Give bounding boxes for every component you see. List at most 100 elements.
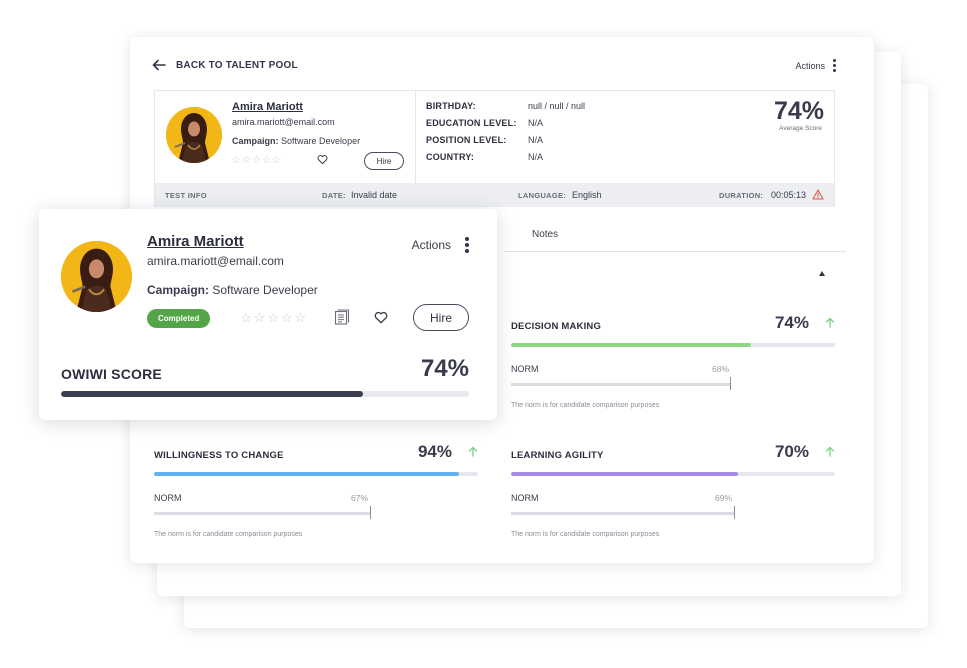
avatar (61, 241, 132, 312)
norm-percent: 67% (351, 493, 369, 503)
language-label: LANGUAGE: (518, 191, 567, 200)
star-icon[interactable]: ☆ (267, 310, 279, 325)
test-info-title: TEST INFO (165, 191, 207, 200)
metric-percent: 94% (417, 442, 452, 461)
owiwi-score-fill (61, 391, 363, 397)
country-label: COUNTRY: (426, 152, 475, 162)
star-icon[interactable]: ☆ (271, 155, 281, 166)
position-level-label: POSITION LEVEL: (426, 135, 507, 145)
norm-bar (154, 512, 371, 515)
norm-note: The norm is for candidate comparison pur… (511, 402, 660, 409)
metric-progress-fill (154, 472, 459, 476)
candidate-email: amira.mariott@email.com (147, 254, 284, 268)
duration-value: 00:05:13 (771, 190, 807, 200)
metric-title: WILLINGNESS TO CHANGE (154, 450, 284, 461)
metric-progress-bar (511, 472, 835, 476)
duration-label: DURATION: (719, 191, 764, 200)
birthday-label: BIRTHDAY: (426, 101, 476, 111)
heart-icon[interactable] (374, 311, 388, 324)
test-info-bar: TEST INFO DATE: Invalid date LANGUAGE: E… (155, 183, 834, 207)
star-icon[interactable]: ☆ (280, 310, 293, 325)
profile-divider (415, 91, 416, 183)
date-label: DATE: (322, 191, 346, 200)
norm-note: The norm is for candidate comparison pur… (154, 531, 303, 538)
owiwi-score-label: OWIWI SCORE (61, 366, 162, 382)
metric-percent: 70% (774, 442, 809, 461)
candidate-profile-box: Amira Mariott amira.mariott@email.com Ca… (154, 90, 835, 207)
star-icon[interactable]: ☆ (294, 310, 307, 325)
campaign-value: Software Developer (281, 136, 361, 146)
star-rating[interactable]: ☆ ☆ ☆ ☆ ☆ (232, 155, 281, 166)
education-level-value: N/A (528, 118, 544, 128)
status-badge: Completed (147, 309, 211, 328)
date-value: Invalid date (351, 190, 398, 200)
campaign-label: Campaign: (147, 283, 210, 297)
education-level-label: EDUCATION LEVEL: (426, 118, 517, 128)
arrow-up-icon (825, 317, 835, 328)
star-icon[interactable]: ☆ (232, 155, 241, 166)
candidate-name-link[interactable]: Amira Mariott (232, 101, 303, 113)
metric-progress-bar (511, 343, 835, 347)
country-value: N/A (528, 152, 544, 162)
actions-menu-button[interactable]: Actions (795, 59, 836, 72)
star-icon[interactable]: ☆ (240, 310, 252, 325)
norm-label: NORM (511, 493, 539, 503)
owiwi-score-value: 74% (420, 355, 469, 382)
back-to-talent-pool-link[interactable]: BACK TO TALENT POOL (152, 59, 298, 71)
language-value: English (572, 190, 602, 200)
position-level-value: N/A (528, 135, 544, 145)
kebab-menu-icon (833, 59, 836, 72)
heart-icon[interactable] (317, 154, 328, 165)
candidate-details: BIRTHDAY: null / null / null EDUCATION L… (426, 101, 585, 169)
norm-marker (370, 506, 371, 519)
hire-button[interactable]: Hire (413, 304, 469, 331)
kebab-menu-icon (465, 237, 469, 253)
star-icon[interactable]: ☆ (253, 310, 266, 325)
metric-progress-bar (154, 472, 478, 476)
norm-note: The norm is for candidate comparison pur… (511, 531, 660, 538)
actions-menu-button[interactable]: Actions (412, 237, 469, 253)
campaign-value: Software Developer (212, 283, 318, 297)
star-icon[interactable]: ☆ (241, 155, 251, 166)
arrow-left-icon (152, 59, 166, 71)
star-rating[interactable]: ☆ ☆ ☆ ☆ ☆ (240, 310, 306, 326)
actions-label: Actions (795, 60, 825, 71)
average-score-value: 74% (773, 97, 824, 125)
candidate-email: amira.mariott@email.com (232, 117, 335, 127)
candidate-name-link[interactable]: Amira Mariott (147, 233, 244, 250)
norm-label: NORM (154, 493, 182, 503)
metric-title: DECISION MAKING (511, 321, 602, 332)
actions-label: Actions (411, 238, 451, 252)
avatar-image (166, 107, 222, 163)
norm-percent: 69% (715, 493, 733, 503)
metric-percent: 74% (774, 313, 809, 332)
arrow-up-icon (825, 446, 835, 457)
birthday-value: null / null / null (528, 101, 586, 111)
star-icon[interactable]: ☆ (261, 155, 271, 166)
norm-marker (730, 377, 731, 390)
owiwi-score-bar (61, 391, 469, 397)
norm-marker (734, 506, 735, 519)
document-icon[interactable] (334, 309, 350, 325)
avatar (166, 107, 222, 163)
collapse-caret-icon[interactable] (819, 271, 825, 276)
norm-bar (511, 512, 735, 515)
hire-button[interactable]: Hire (364, 152, 404, 170)
tabs-divider (504, 251, 846, 252)
star-icon[interactable]: ☆ (251, 155, 261, 166)
norm-label: NORM (511, 364, 539, 374)
warning-icon (812, 189, 824, 200)
back-link-label: BACK TO TALENT POOL (176, 59, 298, 71)
metric-title: LEARNING AGILITY (511, 450, 604, 461)
metric-progress-fill (511, 343, 751, 347)
metric-progress-fill (511, 472, 738, 476)
campaign-line: Campaign: Software Developer (147, 283, 318, 297)
average-score-caption: Average Score (779, 125, 822, 132)
campaign-line: Campaign: Software Developer (232, 136, 360, 146)
campaign-label: Campaign: (232, 136, 279, 146)
candidate-card: Amira Mariott amira.mariott@email.com Ca… (39, 209, 497, 420)
avatar-image (61, 241, 132, 312)
norm-bar (511, 383, 731, 386)
tab-notes[interactable]: Notes (532, 229, 559, 240)
arrow-up-icon (468, 446, 478, 457)
